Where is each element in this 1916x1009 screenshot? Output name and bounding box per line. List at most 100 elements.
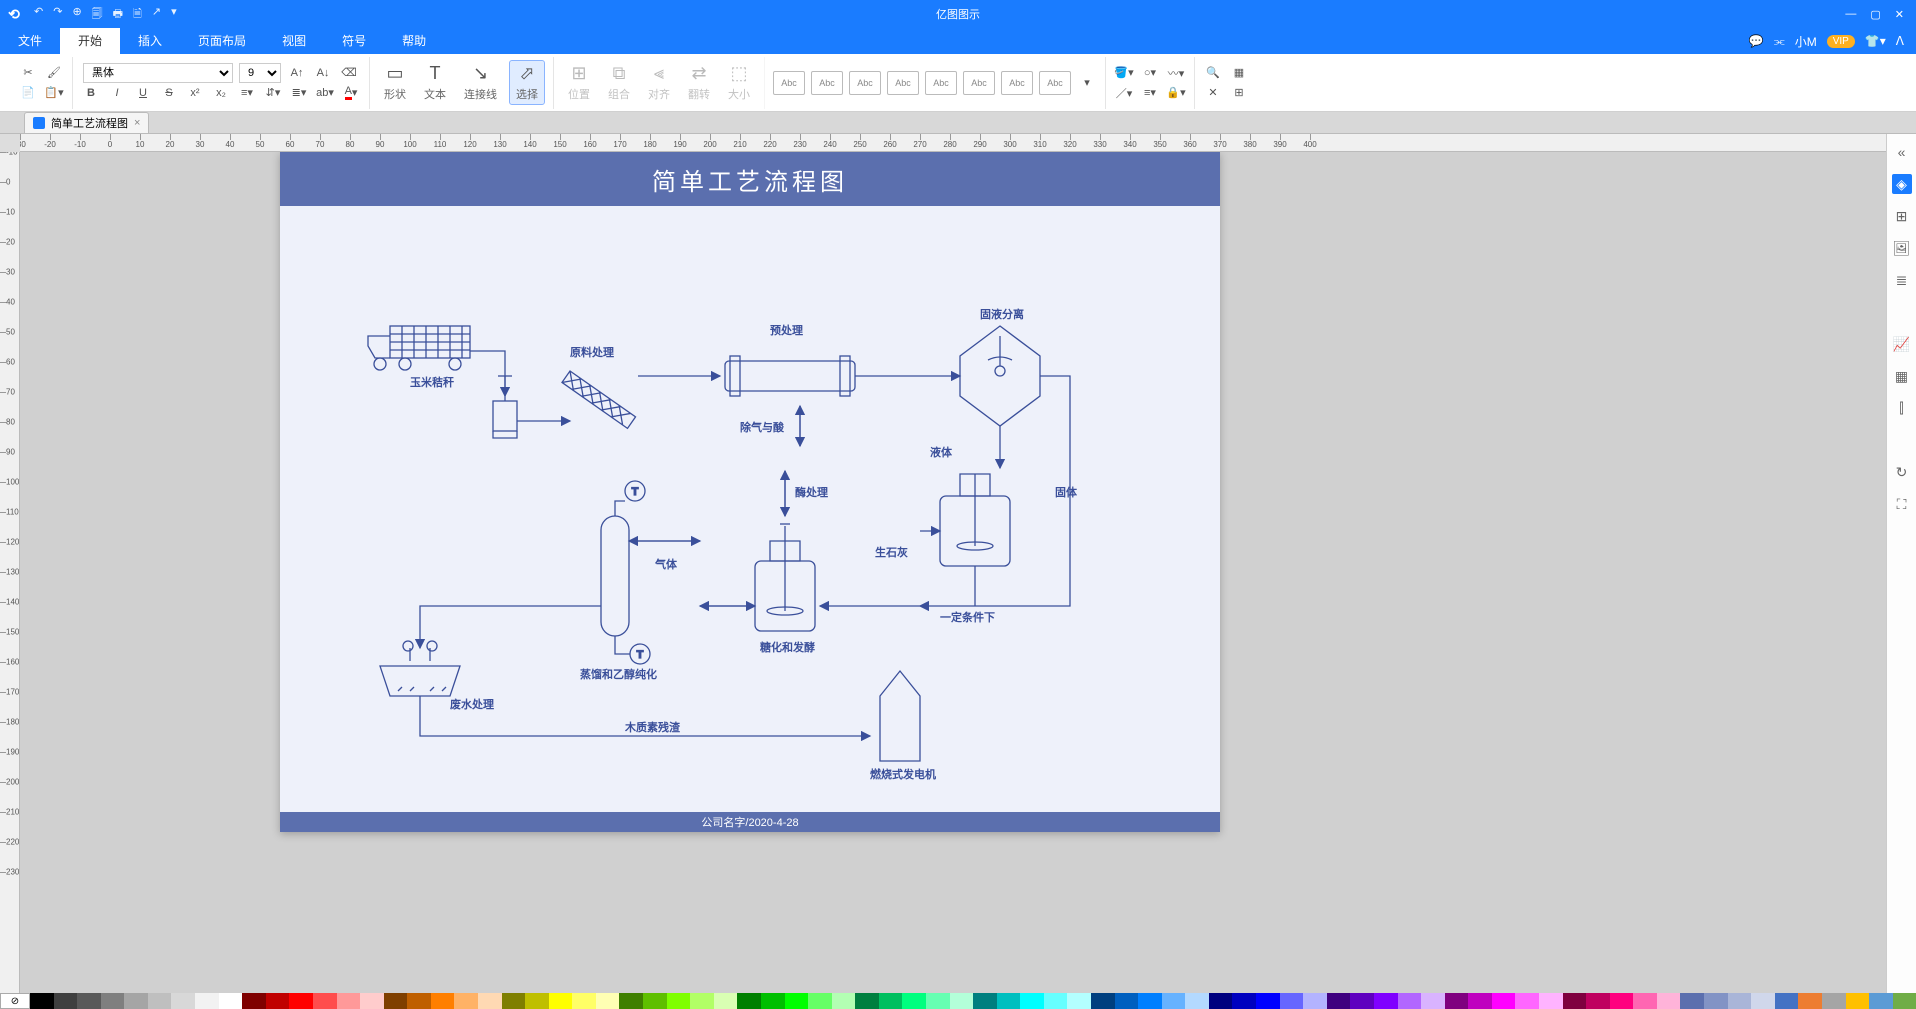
color-swatch[interactable] — [1020, 993, 1044, 1009]
increase-font-icon[interactable]: A↑ — [287, 63, 307, 83]
color-swatch[interactable] — [30, 993, 54, 1009]
color-swatch[interactable] — [266, 993, 290, 1009]
color-swatch[interactable] — [407, 993, 431, 1009]
color-swatch[interactable] — [785, 993, 809, 1009]
color-swatch[interactable] — [1704, 993, 1728, 1009]
chart-panel-icon[interactable]: 📈 — [1892, 334, 1912, 354]
image-panel-icon[interactable]: 🖼 — [1892, 238, 1912, 258]
export-icon[interactable]: ↗ — [152, 5, 161, 24]
close-icon[interactable]: ✕ — [1895, 8, 1904, 21]
menu-home[interactable]: 开始 — [60, 28, 120, 54]
history-panel-icon[interactable]: ↻ — [1892, 462, 1912, 482]
font-size-select[interactable]: 9 — [239, 63, 281, 83]
open-icon[interactable]: 🗐 — [92, 5, 103, 24]
color-swatch[interactable] — [1633, 993, 1657, 1009]
style-swatch-4[interactable]: Abc — [925, 71, 957, 95]
diagram[interactable]: T T — [280, 206, 1220, 812]
color-swatch[interactable] — [1563, 993, 1587, 1009]
shape-icon[interactable]: ○▾ — [1140, 63, 1160, 83]
qat-dropdown-icon[interactable]: ▾ — [171, 5, 177, 24]
menu-help[interactable]: 帮助 — [384, 28, 444, 54]
lock-icon[interactable]: 🔒▾ — [1166, 83, 1186, 103]
font-name-select[interactable]: 黑体 — [83, 63, 233, 83]
text-tool[interactable]: T文本 — [418, 61, 452, 104]
style-swatch-0[interactable]: Abc — [773, 71, 805, 95]
feedback-icon[interactable]: 💬 — [1749, 34, 1764, 48]
line-spacing-icon[interactable]: ⇵▾ — [263, 83, 283, 103]
color-swatch[interactable] — [1280, 993, 1304, 1009]
strike-icon[interactable]: S — [159, 83, 179, 103]
fill-icon[interactable]: 🪣▾ — [1114, 63, 1134, 83]
font-color-icon[interactable]: A▾ — [341, 83, 361, 103]
copy-icon[interactable]: 📄 — [18, 83, 38, 103]
color-swatch[interactable] — [360, 993, 384, 1009]
line-weight-icon[interactable]: ≡▾ — [1140, 83, 1160, 103]
style-swatch-5[interactable]: Abc — [963, 71, 995, 95]
color-swatch[interactable] — [1751, 993, 1775, 1009]
user-name[interactable]: 小M — [1795, 33, 1817, 50]
menu-pagelayout[interactable]: 页面布局 — [180, 28, 264, 54]
vip-badge[interactable]: VIP — [1827, 35, 1855, 48]
color-swatch[interactable] — [950, 993, 974, 1009]
color-swatch[interactable] — [1067, 993, 1091, 1009]
color-swatch[interactable] — [289, 993, 313, 1009]
color-swatch[interactable] — [77, 993, 101, 1009]
color-swatch[interactable] — [1492, 993, 1516, 1009]
superscript-icon[interactable]: x² — [185, 83, 205, 103]
undo-icon[interactable]: ↶ — [34, 5, 43, 24]
canvas[interactable]: 简单工艺流程图 — [20, 152, 1886, 993]
color-swatch[interactable] — [1091, 993, 1115, 1009]
bullets-icon[interactable]: ≣▾ — [289, 83, 309, 103]
clear-format-icon[interactable]: ⌫ — [339, 63, 359, 83]
color-swatch[interactable] — [1539, 993, 1563, 1009]
collapse-ribbon-icon[interactable]: ᐱ — [1896, 34, 1904, 48]
color-swatch[interactable] — [337, 993, 361, 1009]
color-swatch[interactable] — [1138, 993, 1162, 1009]
line-style-icon[interactable]: 〰▾ — [1166, 63, 1186, 83]
color-swatch[interactable] — [761, 993, 785, 1009]
color-swatch[interactable] — [1209, 993, 1233, 1009]
color-none-icon[interactable]: ⊘ — [0, 993, 30, 1009]
color-swatch[interactable] — [242, 993, 266, 1009]
italic-icon[interactable]: I — [107, 83, 127, 103]
color-swatch[interactable] — [454, 993, 478, 1009]
print-icon[interactable]: 🖶 — [113, 5, 123, 24]
color-swatch[interactable] — [997, 993, 1021, 1009]
color-swatch[interactable] — [1303, 993, 1327, 1009]
app-logo[interactable]: ⟲ — [0, 0, 28, 28]
color-swatch[interactable] — [879, 993, 903, 1009]
color-swatch[interactable] — [195, 993, 219, 1009]
color-swatch[interactable] — [1586, 993, 1610, 1009]
options-icon[interactable]: ✕ — [1203, 83, 1223, 103]
color-swatch[interactable] — [1680, 993, 1704, 1009]
addon-icon[interactable]: ⊞ — [1229, 83, 1249, 103]
color-swatch[interactable] — [1869, 993, 1893, 1009]
shapes-panel-icon[interactable]: ⊞ — [1892, 206, 1912, 226]
color-swatch[interactable] — [1657, 993, 1681, 1009]
text-effects-icon[interactable]: ab▾ — [315, 83, 335, 103]
style-swatch-1[interactable]: Abc — [811, 71, 843, 95]
color-swatch[interactable] — [832, 993, 856, 1009]
data-panel-icon[interactable]: ⫿ — [1892, 398, 1912, 418]
color-swatch[interactable] — [101, 993, 125, 1009]
color-swatch[interactable] — [973, 993, 997, 1009]
color-swatch[interactable] — [1185, 993, 1209, 1009]
menu-insert[interactable]: 插入 — [120, 28, 180, 54]
shape-tool[interactable]: ▭形状 — [378, 61, 412, 104]
bold-icon[interactable]: B — [81, 83, 101, 103]
color-swatch[interactable] — [1893, 993, 1916, 1009]
color-swatch[interactable] — [855, 993, 879, 1009]
page[interactable]: 简单工艺流程图 — [280, 152, 1220, 832]
text-align-icon[interactable]: ≡▾ — [237, 83, 257, 103]
format-panel-icon[interactable]: ◈ — [1892, 174, 1912, 194]
redo-icon[interactable]: ↷ — [53, 5, 62, 24]
color-swatch[interactable] — [431, 993, 455, 1009]
color-swatch[interactable] — [1515, 993, 1539, 1009]
color-swatch[interactable] — [1115, 993, 1139, 1009]
share-icon[interactable]: ⫘ — [1774, 34, 1785, 49]
color-swatch[interactable] — [1374, 993, 1398, 1009]
color-swatch[interactable] — [148, 993, 172, 1009]
color-swatch[interactable] — [502, 993, 526, 1009]
layers-panel-icon[interactable]: ≣ — [1892, 270, 1912, 290]
table-panel-icon[interactable]: ▦ — [1892, 366, 1912, 386]
